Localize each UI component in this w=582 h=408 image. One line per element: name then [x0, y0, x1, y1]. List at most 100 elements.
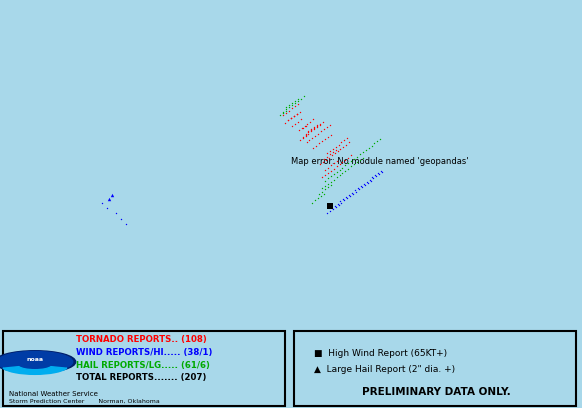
Point: [377, 168, 386, 174]
Point: [296, 95, 306, 102]
Point: [323, 184, 332, 191]
Point: [340, 157, 350, 163]
Point: [342, 141, 351, 148]
Point: [337, 139, 346, 146]
Point: [360, 182, 370, 188]
Point: [332, 157, 341, 164]
Point: [297, 125, 306, 131]
Point: [288, 102, 297, 109]
Point: [288, 123, 297, 129]
Point: [329, 171, 338, 177]
Point: [293, 95, 303, 102]
Point: [290, 98, 300, 104]
Point: [294, 127, 303, 133]
Point: [325, 151, 335, 157]
Point: [320, 166, 329, 173]
Point: [317, 185, 327, 192]
Point: [313, 123, 322, 129]
Point: [308, 144, 318, 151]
Point: [293, 98, 303, 104]
Point: [281, 120, 290, 126]
Point: [353, 185, 363, 192]
Point: [116, 216, 126, 222]
Point: [340, 137, 349, 143]
Point: [331, 144, 340, 150]
Point: [370, 140, 379, 147]
Point: [317, 174, 327, 181]
Point: [355, 151, 364, 157]
Point: [292, 111, 301, 117]
Point: [325, 148, 335, 154]
Point: [337, 199, 346, 206]
Point: [326, 131, 335, 138]
Point: [288, 100, 297, 106]
Point: [298, 133, 307, 140]
Point: [298, 125, 307, 131]
Point: [292, 111, 301, 117]
Wedge shape: [3, 367, 67, 375]
Point: [343, 154, 353, 161]
Point: [325, 202, 335, 209]
Point: [311, 133, 320, 139]
Point: [310, 126, 319, 133]
Point: [343, 160, 353, 166]
Point: [314, 195, 323, 202]
Point: [107, 192, 116, 198]
Point: [352, 153, 361, 160]
Point: [329, 176, 338, 183]
Point: [331, 204, 340, 210]
Text: Map error: No module named 'geopandas': Map error: No module named 'geopandas': [291, 157, 469, 166]
Point: [326, 182, 335, 188]
Point: [349, 161, 359, 167]
Point: [290, 120, 300, 127]
Point: [340, 168, 350, 174]
Point: [285, 102, 294, 109]
Point: [375, 171, 384, 177]
Point: [301, 133, 310, 139]
Point: [338, 159, 347, 165]
Text: TOTAL REPORTS....... (207): TOTAL REPORTS....... (207): [76, 373, 206, 382]
Point: [311, 142, 321, 149]
Point: [328, 206, 338, 213]
Point: [328, 149, 338, 155]
Point: [289, 113, 299, 119]
Point: [335, 172, 344, 178]
Point: [330, 202, 339, 209]
Point: [318, 118, 328, 125]
Point: [369, 175, 378, 182]
Point: [317, 138, 327, 144]
Point: [302, 139, 311, 146]
Point: [313, 122, 322, 128]
Text: PRELIMINARY DATA ONLY.: PRELIMINARY DATA ONLY.: [362, 387, 511, 397]
Point: [97, 199, 107, 206]
Point: [338, 164, 347, 171]
Point: [318, 159, 328, 165]
Point: [323, 175, 332, 182]
Point: [375, 136, 385, 142]
Point: [286, 115, 296, 122]
Point: [326, 178, 335, 185]
Point: [282, 109, 291, 116]
Text: ■  High Wind Report (65KT+): ■ High Wind Report (65KT+): [314, 349, 448, 358]
Point: [315, 122, 325, 128]
Text: National Weather Service: National Weather Service: [9, 391, 98, 397]
Point: [315, 120, 325, 127]
Point: [282, 107, 291, 114]
Point: [295, 109, 304, 115]
Point: [345, 192, 354, 198]
Point: [314, 130, 323, 137]
Text: Storm Prediction Center       Norman, Oklahoma: Storm Prediction Center Norman, Oklahoma: [9, 399, 159, 404]
Point: [363, 180, 372, 186]
Point: [323, 133, 332, 140]
Point: [350, 187, 360, 194]
Point: [290, 100, 300, 106]
Point: [326, 168, 335, 174]
Circle shape: [0, 352, 73, 372]
Point: [332, 163, 341, 170]
Point: [301, 130, 310, 137]
Point: [352, 188, 361, 195]
Point: [282, 104, 291, 111]
Point: [347, 189, 357, 196]
Text: TORNADO REPORTS.. (108): TORNADO REPORTS.. (108): [76, 335, 207, 344]
Point: [371, 172, 380, 178]
